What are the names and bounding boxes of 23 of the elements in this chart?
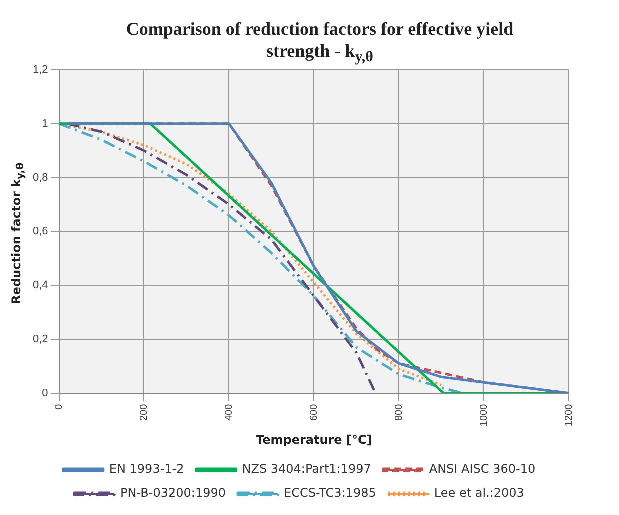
x-tick-label: 400 (224, 404, 235, 422)
x-tick-label: 200 (138, 404, 150, 422)
line-series (66, 122, 377, 394)
x-tick-label: 1000 (478, 404, 490, 427)
x-tick-label: 600 (308, 404, 320, 422)
y-tick-label: 0,6 (32, 226, 48, 238)
legend-label: Lee et al.:2003 (434, 486, 524, 500)
x-axis-title: Temperature [°C] (256, 432, 372, 447)
x-tick-label: 1200 (564, 404, 575, 427)
legend-label: ECCS-TC3:1985 (284, 486, 376, 500)
legend-label: PN-B-03200:1990 (120, 486, 226, 500)
x-tick-label: 800 (394, 404, 405, 422)
legend-label: NZS 3404:Part1:1997 (242, 462, 372, 476)
y-tick-label: 1,2 (32, 64, 48, 76)
legend-label: ANSI AISC 360-10 (429, 462, 536, 476)
x-tick-label: 0 (54, 404, 66, 410)
y-tick-label: 0,8 (32, 172, 48, 184)
y-tick-label: 0 (42, 387, 48, 400)
y-tick-label: 0,4 (32, 280, 48, 292)
chart-title: Comparison of reduction factors for effective yield strength - k$_{y,θ}$ (125, 18, 515, 68)
legend-label: EN 1993-1-2 (109, 462, 184, 476)
y-tick-label: 0,2 (32, 333, 48, 346)
y-tick-label: 1 (42, 118, 48, 130)
